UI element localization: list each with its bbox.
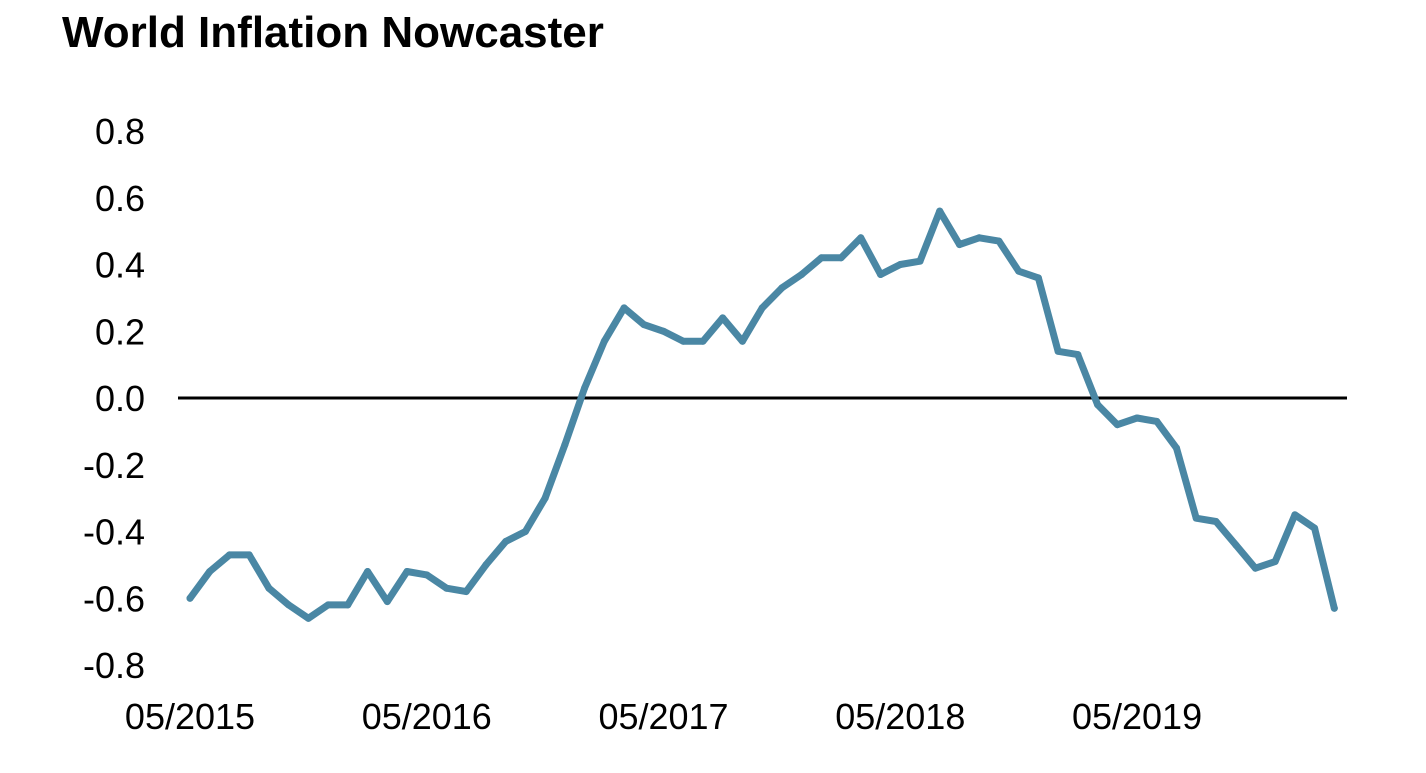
- data-point: [482, 561, 490, 569]
- data-point: [1271, 558, 1279, 566]
- data-point: [1094, 401, 1102, 409]
- data-point: [995, 237, 1003, 245]
- y-tick-label: 0.6: [95, 178, 145, 219]
- data-point: [1074, 351, 1082, 359]
- data-point: [1251, 564, 1259, 572]
- y-tick-label: -0.6: [83, 578, 145, 619]
- data-point: [817, 254, 825, 262]
- data-point: [758, 304, 766, 312]
- chart-title: World Inflation Nowcaster: [62, 8, 604, 57]
- data-point: [1212, 517, 1220, 525]
- data-point: [837, 254, 845, 262]
- data-point: [699, 337, 707, 345]
- data-point: [521, 528, 529, 535]
- data-point: [916, 257, 924, 265]
- data-point: [1034, 274, 1042, 282]
- y-tick-label: 0.2: [95, 311, 145, 352]
- data-point: [1311, 524, 1319, 532]
- data-point: [640, 321, 648, 329]
- data-point: [462, 588, 470, 596]
- data-point: [1054, 347, 1062, 355]
- data-point: [1192, 514, 1200, 522]
- data-point: [620, 304, 628, 312]
- data-point: [936, 207, 944, 215]
- data-point: [1232, 541, 1240, 549]
- data-point: [245, 551, 253, 559]
- data-point: [225, 551, 233, 559]
- x-tick-label: 05/2015: [125, 696, 255, 737]
- data-point: [1015, 267, 1023, 275]
- data-point: [442, 584, 450, 592]
- data-point: [364, 568, 372, 576]
- data-point: [1330, 604, 1338, 612]
- data-point: [896, 261, 904, 268]
- y-tick-label: 0.0: [95, 378, 145, 419]
- data-point: [383, 598, 391, 606]
- data-point: [857, 234, 865, 242]
- data-point: [975, 234, 983, 242]
- data-point: [403, 568, 411, 576]
- series-points: [186, 207, 1338, 622]
- data-point: [1173, 444, 1180, 452]
- data-point: [719, 314, 727, 322]
- data-point: [344, 601, 352, 609]
- data-point: [541, 494, 549, 502]
- data-point: [679, 337, 687, 345]
- data-point: [778, 284, 786, 292]
- y-tick-label: -0.4: [83, 512, 145, 553]
- y-tick-label: -0.8: [83, 645, 145, 686]
- x-tick-label: 05/2017: [598, 696, 728, 737]
- data-point: [1153, 417, 1161, 425]
- data-point: [206, 568, 214, 576]
- data-point: [502, 538, 510, 546]
- data-point: [660, 327, 668, 335]
- y-tick-label: 0.4: [95, 245, 145, 286]
- y-tick-label: -0.2: [83, 445, 145, 486]
- data-point: [285, 601, 293, 609]
- y-tick-label: 0.8: [95, 111, 145, 152]
- data-point: [186, 594, 194, 602]
- data-point: [877, 271, 885, 279]
- x-axis-tick-labels: 05/2015 05/2016 05/2017 05/2018 05/2019: [125, 696, 1202, 737]
- x-tick-label: 05/2018: [835, 696, 965, 737]
- data-point: [581, 384, 589, 392]
- data-point: [955, 240, 963, 248]
- data-point: [304, 614, 312, 622]
- data-point: [600, 337, 608, 345]
- series-line: [186, 207, 1338, 622]
- data-point: [738, 337, 746, 345]
- data-point: [1133, 414, 1141, 422]
- data-point: [423, 571, 431, 579]
- data-point: [324, 601, 332, 609]
- x-tick-label: 05/2019: [1072, 696, 1202, 737]
- y-axis-tick-labels: 0.8 0.6 0.4 0.2 0.0 -0.2 -0.4 -0.6 -0.8: [83, 111, 145, 686]
- data-point: [798, 271, 806, 279]
- data-point: [265, 584, 273, 592]
- data-point: [1113, 421, 1121, 429]
- data-point: [1291, 511, 1299, 519]
- x-tick-label: 05/2016: [362, 696, 492, 737]
- data-point: [561, 441, 569, 449]
